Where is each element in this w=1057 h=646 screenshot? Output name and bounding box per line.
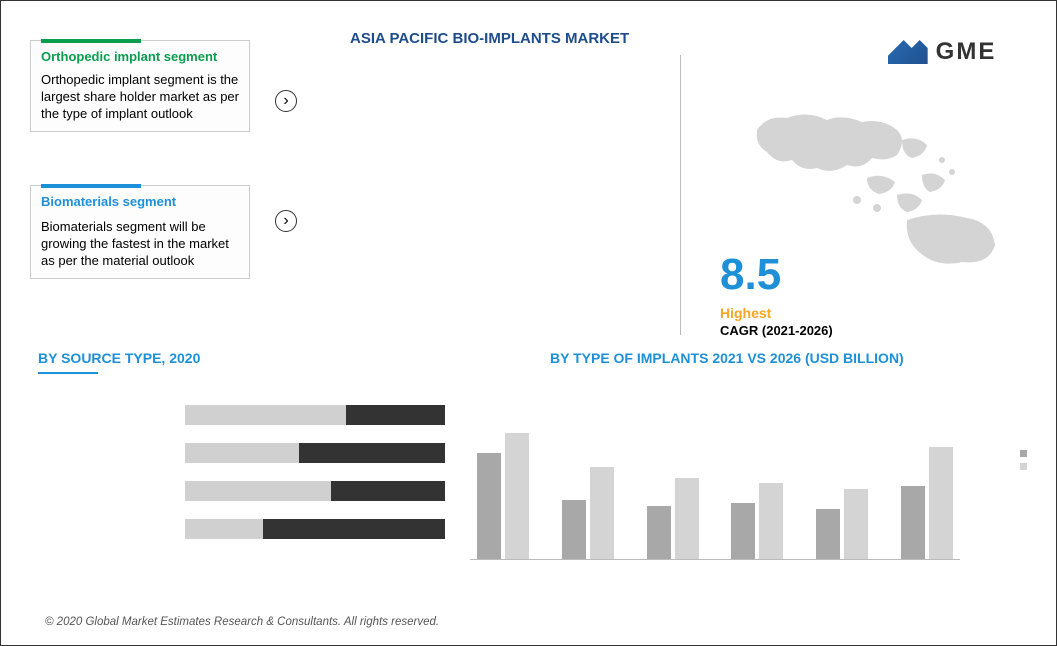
vbar-series-b (675, 478, 699, 559)
card-accent (41, 184, 141, 188)
infographic-container: ASIA PACIFIC BIO-IMPLANTS MARKET GME Ort… (0, 0, 1057, 646)
section-title-implants: BY TYPE OF IMPLANTS 2021 VS 2026 (USD BI… (550, 350, 904, 366)
asia-pacific-map-icon (747, 100, 1007, 270)
cagr-label: Highest (720, 305, 771, 321)
logo-text: GME (936, 38, 997, 66)
hbar-fill (185, 519, 263, 539)
vbar-series-b (929, 447, 953, 559)
vbar-series-a (562, 500, 586, 559)
chart-legend (1020, 450, 1027, 476)
legend-swatch (1020, 463, 1027, 470)
cagr-sub: CAGR (2021-2026) (720, 323, 833, 338)
logo-bars-icon (888, 32, 928, 72)
vbar-series-a (647, 506, 671, 559)
legend-swatch (1020, 450, 1027, 457)
page-title: ASIA PACIFIC BIO-IMPLANTS MARKET (350, 30, 629, 47)
vbar-group (893, 447, 960, 559)
vbar-group (639, 478, 706, 559)
vbar-series-a (731, 503, 755, 559)
card-body: Biomaterials segment will be growing the… (41, 219, 239, 270)
copyright-footer: © 2020 Global Market Estimates Research … (45, 616, 439, 628)
vbar-series-b (759, 483, 783, 559)
vbar-group (470, 433, 537, 559)
arrow-icon (275, 90, 297, 112)
vbar-series-b (505, 433, 529, 559)
gme-logo: GME (867, 22, 1017, 82)
vbar-chart (470, 410, 960, 560)
vbar-group (809, 489, 876, 559)
hbar-track (185, 519, 445, 539)
vbar-series-b (844, 489, 868, 559)
arrow-icon (275, 210, 297, 232)
cagr-value: 8.5 (720, 250, 781, 300)
card-biomaterials: Biomaterials segment Biomaterials segmen… (30, 185, 250, 279)
hbar-fill (185, 481, 331, 501)
vbar-group (555, 467, 622, 559)
card-body: Orthopedic implant segment is the larges… (41, 72, 239, 123)
vbar-series-b (590, 467, 614, 559)
vbar-series-a (816, 509, 840, 559)
hbar-fill (185, 443, 299, 463)
hbar-chart (185, 405, 445, 557)
hbar-track (185, 443, 445, 463)
card-orthopedic: Orthopedic implant segment Orthopedic im… (30, 40, 250, 132)
hbar-track (185, 481, 445, 501)
vbar-series-a (901, 486, 925, 559)
section-underline (38, 372, 98, 374)
card-title: Biomaterials segment (41, 194, 239, 211)
vbar-group (724, 483, 791, 559)
vertical-divider (680, 55, 681, 335)
hbar-track (185, 405, 445, 425)
hbar-fill (185, 405, 346, 425)
vbar-series-a (477, 453, 501, 559)
card-title: Orthopedic implant segment (41, 49, 239, 66)
card-accent (41, 39, 141, 43)
section-title-source: BY SOURCE TYPE, 2020 (38, 350, 200, 366)
